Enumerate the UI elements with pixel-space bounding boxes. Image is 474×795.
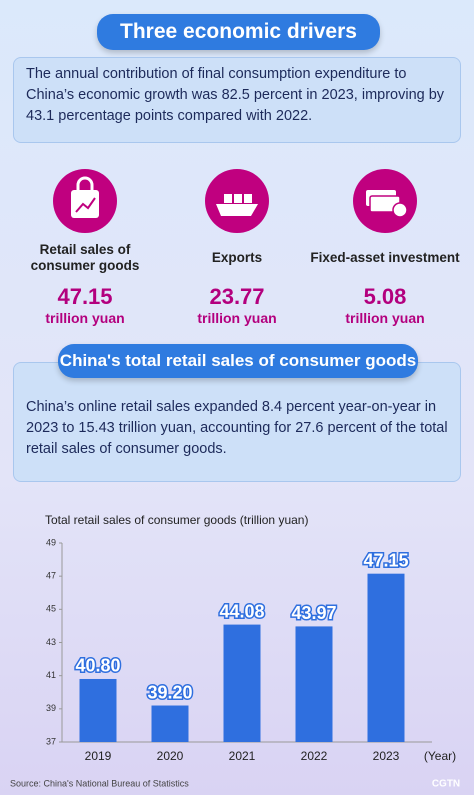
value-label: 47.15 xyxy=(363,550,408,570)
bar xyxy=(151,705,189,742)
stat-unit: trillion yuan xyxy=(345,310,425,326)
bar xyxy=(367,573,405,742)
chart: Total retail sales of consumer goods (tr… xyxy=(10,513,460,790)
value-label: 43.97 xyxy=(291,603,336,623)
y-tick-label: 47 xyxy=(46,571,56,581)
section-text: China’s online retail sales expanded 8.4… xyxy=(13,362,461,482)
value-label: 39.20 xyxy=(147,682,192,702)
y-tick-label: 45 xyxy=(46,604,56,614)
y-tick-label: 39 xyxy=(46,703,56,713)
section-title: China's total retail sales of consumer g… xyxy=(58,344,418,378)
x-tick-label: 2019 xyxy=(85,749,112,763)
y-tick-label: 41 xyxy=(46,670,56,680)
x-tick-label: 2020 xyxy=(157,749,184,763)
stat-value: 23.77 xyxy=(209,284,265,309)
value-label: 40.80 xyxy=(75,656,120,676)
bar xyxy=(295,626,333,742)
bar xyxy=(79,678,117,742)
header-title: Three economic drivers xyxy=(97,14,380,50)
y-tick-label: 43 xyxy=(46,637,56,647)
icon-money xyxy=(353,169,417,233)
stat: Fixed-asset investment 5.08 trillion yua… xyxy=(310,168,460,326)
x-axis-label: (Year) xyxy=(424,749,456,763)
source: Source: China's National Bureau of Stati… xyxy=(10,778,189,788)
x-tick-label: 2023 xyxy=(373,749,400,763)
stat: Exports 23.77 trillion yuan xyxy=(162,168,312,326)
value-label: 44.08 xyxy=(219,601,264,621)
chart-title: Total retail sales of consumer goods (tr… xyxy=(45,513,308,527)
stat-value: 5.08 xyxy=(363,284,407,309)
icon-bag xyxy=(53,169,117,233)
icon-ship xyxy=(205,169,269,233)
stat-label: Retail sales of consumer goods xyxy=(30,242,140,273)
x-tick-label: 2021 xyxy=(229,749,256,763)
stat-value: 47.15 xyxy=(57,284,113,309)
y-tick-label: 49 xyxy=(46,537,56,547)
y-tick-label: 37 xyxy=(46,736,56,746)
stat-label: Fixed-asset investment xyxy=(310,250,460,265)
stat-unit: trillion yuan xyxy=(45,310,125,326)
header-text: The annual contribution of final consump… xyxy=(13,57,461,143)
bar xyxy=(223,624,261,742)
stat-label: Exports xyxy=(211,250,263,265)
logo: CGTN xyxy=(432,779,460,790)
stat-unit: trillion yuan xyxy=(197,310,277,326)
stat: Retail sales of consumer goods 47.15 tri… xyxy=(10,168,160,326)
x-tick-label: 2022 xyxy=(301,749,328,763)
